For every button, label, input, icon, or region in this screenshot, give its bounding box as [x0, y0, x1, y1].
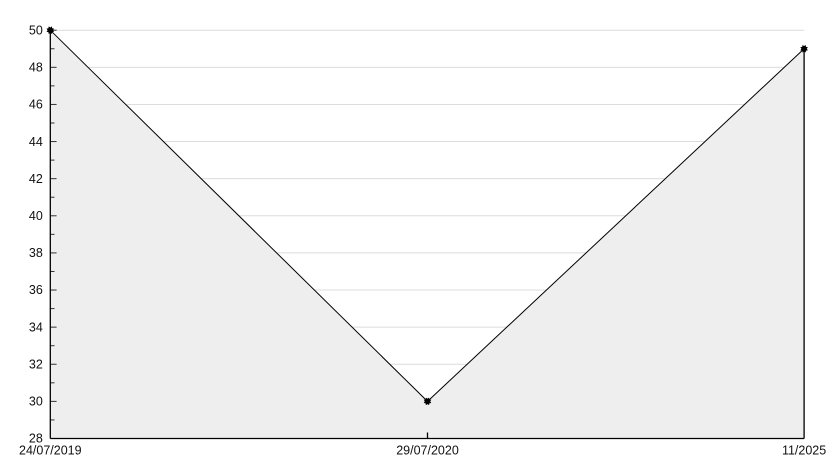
svg-text:32: 32 [29, 357, 43, 371]
svg-text:50: 50 [29, 23, 43, 37]
svg-text:48: 48 [29, 61, 43, 75]
svg-text:29/07/2020: 29/07/2020 [396, 444, 459, 458]
svg-text:30: 30 [29, 395, 43, 409]
svg-text:11/2025: 11/2025 [782, 444, 826, 458]
svg-text:36: 36 [29, 283, 43, 297]
svg-text:42: 42 [29, 172, 43, 186]
svg-text:38: 38 [29, 246, 43, 260]
svg-text:46: 46 [29, 98, 43, 112]
svg-text:34: 34 [29, 320, 43, 334]
svg-text:24/07/2019: 24/07/2019 [19, 444, 82, 458]
svg-text:44: 44 [29, 135, 43, 149]
svg-text:40: 40 [29, 209, 43, 223]
